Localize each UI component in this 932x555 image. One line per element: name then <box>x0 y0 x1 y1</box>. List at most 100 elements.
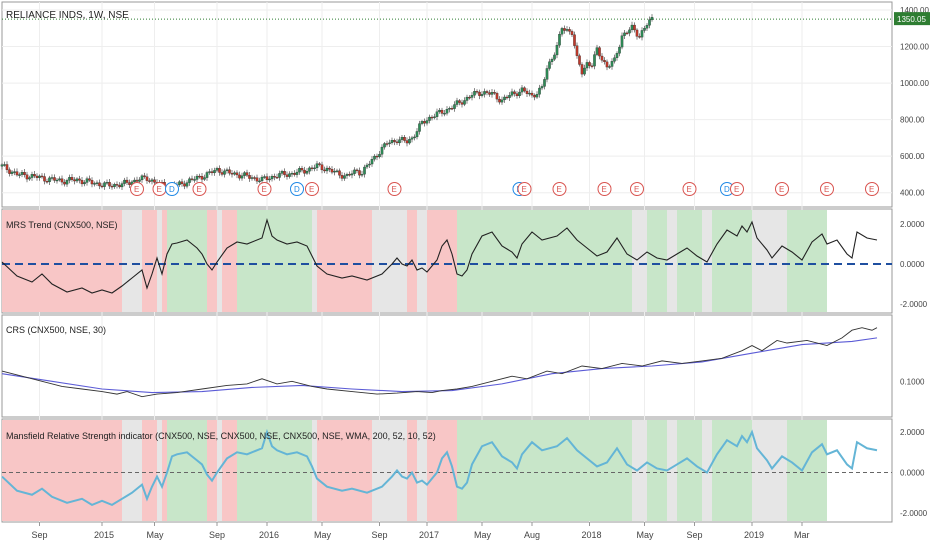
x-axis-label: 2016 <box>259 530 279 540</box>
pane-1-title: RELIANCE INDS, 1W, NSE <box>6 10 129 21</box>
trend-band-red <box>2 420 122 521</box>
trend-band-green <box>237 420 312 521</box>
trend-band-green <box>457 420 632 521</box>
candle-body <box>578 55 581 65</box>
trend-band-grey <box>752 420 787 521</box>
candle-body <box>623 32 626 36</box>
earnings-marker[interactable] <box>630 182 644 196</box>
candle-body <box>618 46 621 54</box>
trend-band-green <box>457 210 632 312</box>
candle-body <box>0 164 4 167</box>
trend-band-grey <box>667 420 677 521</box>
candle-body <box>233 172 236 175</box>
candle-body <box>433 116 436 118</box>
candle-body <box>560 28 564 35</box>
earnings-marker[interactable] <box>865 182 879 196</box>
dividend-marker[interactable] <box>290 182 304 196</box>
candle-body <box>613 57 616 62</box>
candle-body <box>485 91 489 93</box>
trend-band-green <box>647 420 667 521</box>
pane-3-frame <box>1 314 893 418</box>
candle-body <box>625 32 629 35</box>
candle-body <box>28 177 31 180</box>
event-label: E <box>779 185 784 194</box>
earnings-marker[interactable] <box>305 182 319 196</box>
trend-band-red <box>222 420 237 521</box>
candle-body <box>463 100 466 105</box>
candle-body <box>608 66 611 68</box>
candle-body <box>335 170 339 172</box>
candle-body <box>320 164 324 171</box>
trend-band-grey <box>667 210 677 312</box>
candle-body <box>258 180 261 183</box>
candle-body <box>308 167 311 172</box>
candle-body <box>48 177 51 183</box>
candle-body <box>133 179 136 183</box>
trend-band-grey <box>372 210 407 312</box>
candle-body <box>318 163 321 165</box>
earnings-marker[interactable] <box>682 182 697 196</box>
candle-body <box>550 59 554 62</box>
candle-body <box>648 19 651 26</box>
event-label: E <box>634 185 639 194</box>
candle-body <box>235 172 239 176</box>
candle-body <box>88 178 91 181</box>
candle-body <box>260 176 264 182</box>
candle-body <box>198 175 201 178</box>
candle-body <box>120 183 124 188</box>
indicator-axis-label: 0.0000 <box>900 260 925 269</box>
x-axis-label: Sep <box>32 530 48 540</box>
candle-body <box>598 47 601 57</box>
earnings-marker[interactable] <box>820 182 834 196</box>
candle-body <box>353 169 356 174</box>
candle-body <box>23 172 26 175</box>
candle-body <box>638 36 641 38</box>
x-axis-label: Sep <box>372 530 388 540</box>
candle-body <box>255 177 259 182</box>
earnings-marker[interactable] <box>730 182 744 196</box>
candle-body <box>248 175 251 179</box>
candle-body <box>85 178 89 183</box>
indicator-axis-label: -2.0000 <box>900 509 928 518</box>
candle-body <box>533 94 536 98</box>
earnings-marker[interactable] <box>387 182 402 196</box>
candle-body <box>400 137 404 140</box>
candle-body <box>15 171 19 176</box>
candle-body <box>460 102 464 105</box>
trend-band-grey <box>632 420 647 521</box>
earnings-marker[interactable] <box>597 182 612 196</box>
event-label: E <box>687 185 692 194</box>
event-label: E <box>197 185 202 194</box>
earnings-marker[interactable] <box>130 182 144 196</box>
candle-body <box>538 87 541 95</box>
price-axis-label: 1000.00 <box>900 79 929 88</box>
candle-body <box>498 98 501 103</box>
x-axis-label: 2018 <box>582 530 602 540</box>
candle-body <box>8 169 11 174</box>
candle-body <box>195 175 199 180</box>
earnings-marker[interactable] <box>517 182 532 196</box>
trend-band-grey <box>217 210 222 312</box>
earnings-marker[interactable] <box>775 182 789 196</box>
dividend-marker[interactable] <box>165 182 179 196</box>
candle-body <box>430 116 434 119</box>
last-price-tag <box>894 12 930 26</box>
candle-body <box>180 181 184 185</box>
earnings-marker[interactable] <box>257 182 272 196</box>
candle-body <box>535 94 539 98</box>
candle-body <box>363 166 366 175</box>
pane-2-title: MRS Trend (CNX500, NSE) <box>6 220 118 230</box>
candle-body <box>183 183 186 187</box>
event-label: E <box>392 185 397 194</box>
candle-body <box>425 120 429 124</box>
trend-band-grey <box>157 420 162 521</box>
event-label: E <box>157 185 162 194</box>
candle-body <box>350 173 354 176</box>
earnings-marker[interactable] <box>192 182 207 196</box>
trend-band-red <box>317 420 372 521</box>
trend-band-grey <box>157 210 162 312</box>
candle-body <box>278 173 281 178</box>
earnings-marker[interactable] <box>552 182 567 196</box>
candle-body <box>325 167 329 172</box>
candle-body <box>470 95 474 98</box>
